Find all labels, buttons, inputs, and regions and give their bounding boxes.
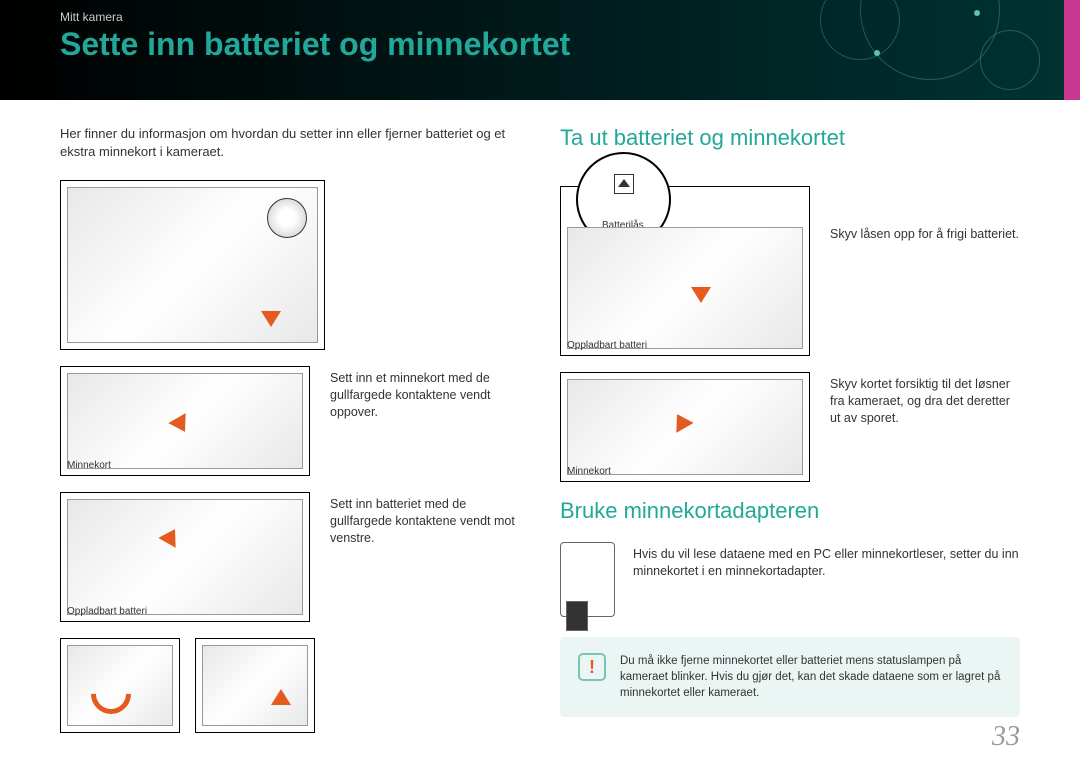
warning-icon: ! (578, 653, 606, 681)
content-area: Her finner du informasjon om hvordan du … (0, 100, 1080, 733)
figure-close-door (60, 638, 180, 733)
section-heading-remove: Ta ut batteriet og minnekortet (560, 125, 1020, 151)
camera-illustration (67, 499, 303, 615)
figure-caption: Sett inn batteriet med de gullfargede ko… (330, 492, 520, 547)
decorative-swirl (980, 30, 1040, 90)
warning-box: ! Du må ikke fjerne minnekortet eller ba… (560, 637, 1020, 717)
figure-label: Oppladbart batteri (67, 606, 147, 617)
left-column: Her finner du informasjon om hvordan du … (60, 125, 520, 733)
adapter-row: Hvis du vil lese dataene med en PC eller… (560, 542, 1020, 617)
figure-label: Minnekort (67, 460, 111, 471)
figure-caption: Skyv låsen opp for å frigi batteriet. (830, 186, 1019, 243)
page-number: 33 (992, 721, 1020, 753)
camera-illustration (567, 227, 803, 349)
arrow-icon (691, 287, 711, 303)
figure-lock-door (195, 638, 315, 733)
camera-dial-icon (267, 198, 307, 238)
warning-text: Du må ikke fjerne minnekortet eller batt… (620, 653, 1002, 701)
figure-row-memorycard: Minnekort Sett inn et minnekort med de g… (60, 366, 520, 476)
right-column: Ta ut batteriet og minnekortet Batterilå… (560, 125, 1020, 733)
decorative-dot (874, 50, 880, 56)
figure-row-remove-battery: Batterilås Oppladbart batteri Skyv låsen… (560, 186, 1020, 356)
figure-label: Oppladbart batteri (567, 340, 647, 351)
sd-adapter-icon (560, 542, 615, 617)
arrow-icon (271, 689, 291, 705)
adapter-text: Hvis du vil lese dataene med en PC eller… (633, 542, 1020, 580)
figure-insert-battery: Oppladbart batteri (60, 492, 310, 622)
header-banner: Mitt kamera Sette inn batteriet og minne… (0, 0, 1080, 100)
figure-caption: Skyv kortet forsiktig til det løsner fra… (830, 372, 1020, 427)
figure-row-close (60, 638, 520, 733)
figure-row-remove-card: Minnekort Skyv kortet forsiktig til det … (560, 372, 1020, 482)
figure-insert-card: Minnekort (60, 366, 310, 476)
decorative-dot (974, 10, 980, 16)
figure-remove-card: Minnekort (560, 372, 810, 482)
section-heading-adapter: Bruke minnekortadapteren (560, 498, 1020, 524)
figure-row-battery: Oppladbart batteri Sett inn batteriet me… (60, 492, 520, 622)
microsd-card-icon (566, 601, 588, 631)
figure-caption: Sett inn et minnekort med de gullfargede… (330, 366, 520, 421)
camera-illustration (202, 645, 308, 726)
figure-remove-battery: Batterilås Oppladbart batteri (560, 186, 810, 356)
battery-lock-icon (614, 174, 634, 194)
figure-label: Minnekort (567, 466, 611, 477)
figure-camera-open (60, 180, 325, 350)
arrow-icon (261, 311, 281, 327)
intro-text: Her finner du informasjon om hvordan du … (60, 125, 520, 160)
triangle-up-icon (618, 179, 630, 187)
